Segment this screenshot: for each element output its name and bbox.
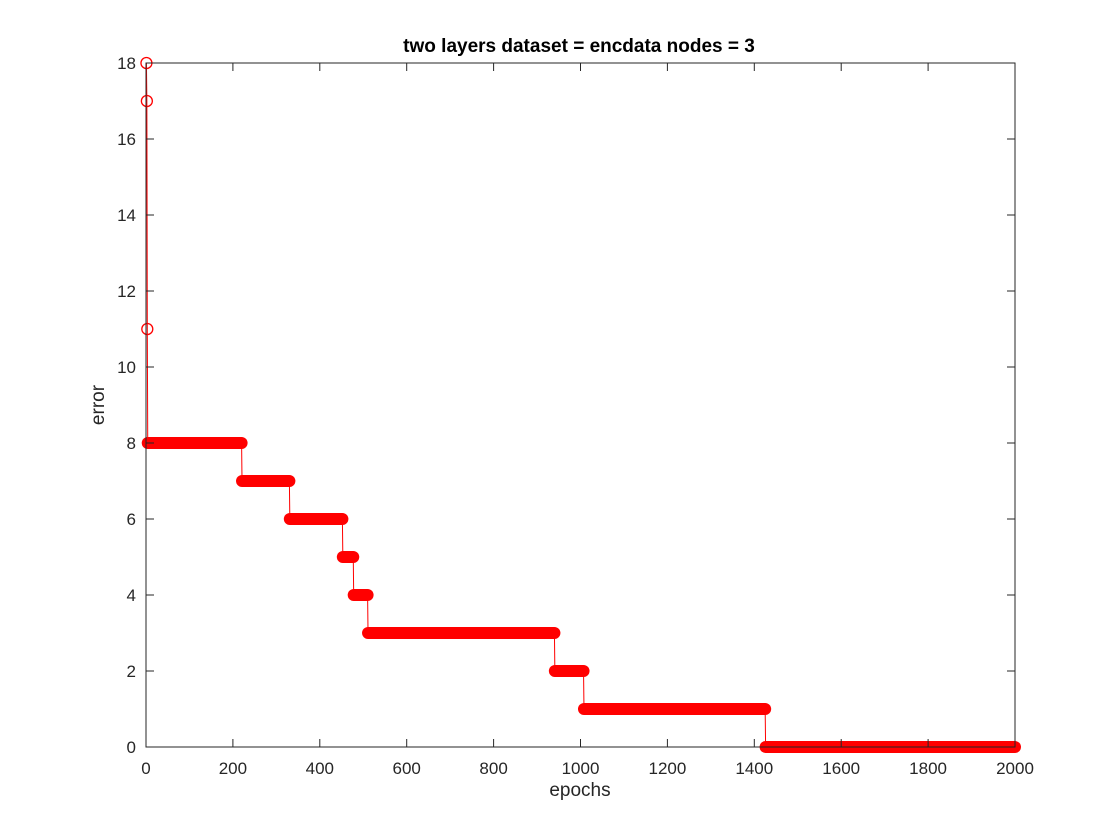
data-point-marker	[141, 322, 154, 336]
chart-title: two layers dataset = encdata nodes = 3	[403, 36, 755, 57]
y-tick-label: 8	[127, 434, 136, 453]
y-tick-label: 16	[117, 130, 136, 149]
x-tick-label: 1400	[735, 759, 773, 778]
y-tick-label: 18	[117, 54, 136, 73]
x-tick-label: 0	[141, 759, 150, 778]
x-tick-label: 800	[479, 759, 507, 778]
y-tick-label: 12	[117, 282, 136, 301]
x-axis-label: epochs	[549, 780, 610, 801]
x-tick-label: 2000	[996, 759, 1034, 778]
y-tick-label: 14	[117, 206, 136, 225]
data-point-marker	[140, 94, 154, 108]
y-tick-label: 10	[117, 358, 136, 377]
plot-area	[146, 63, 1015, 747]
axes-layer: 0 200 400 600 800 1000 1200 1400 1600 1800 2000 0 2 4…	[117, 54, 1034, 778]
x-tick-label: 400	[306, 759, 334, 778]
y-tick-label: 2	[127, 662, 136, 681]
x-tick-label: 1600	[822, 759, 860, 778]
y-axis-label: error	[88, 384, 109, 425]
y-tick-label: 6	[127, 510, 136, 529]
y-tick-label: 0	[127, 738, 136, 757]
y-tick-label: 4	[127, 586, 136, 605]
x-tick-label: 1000	[562, 759, 600, 778]
x-tick-label: 200	[219, 759, 247, 778]
x-tick-label: 600	[393, 759, 421, 778]
x-tick-label: 1800	[909, 759, 947, 778]
x-tick-label: 1200	[648, 759, 686, 778]
